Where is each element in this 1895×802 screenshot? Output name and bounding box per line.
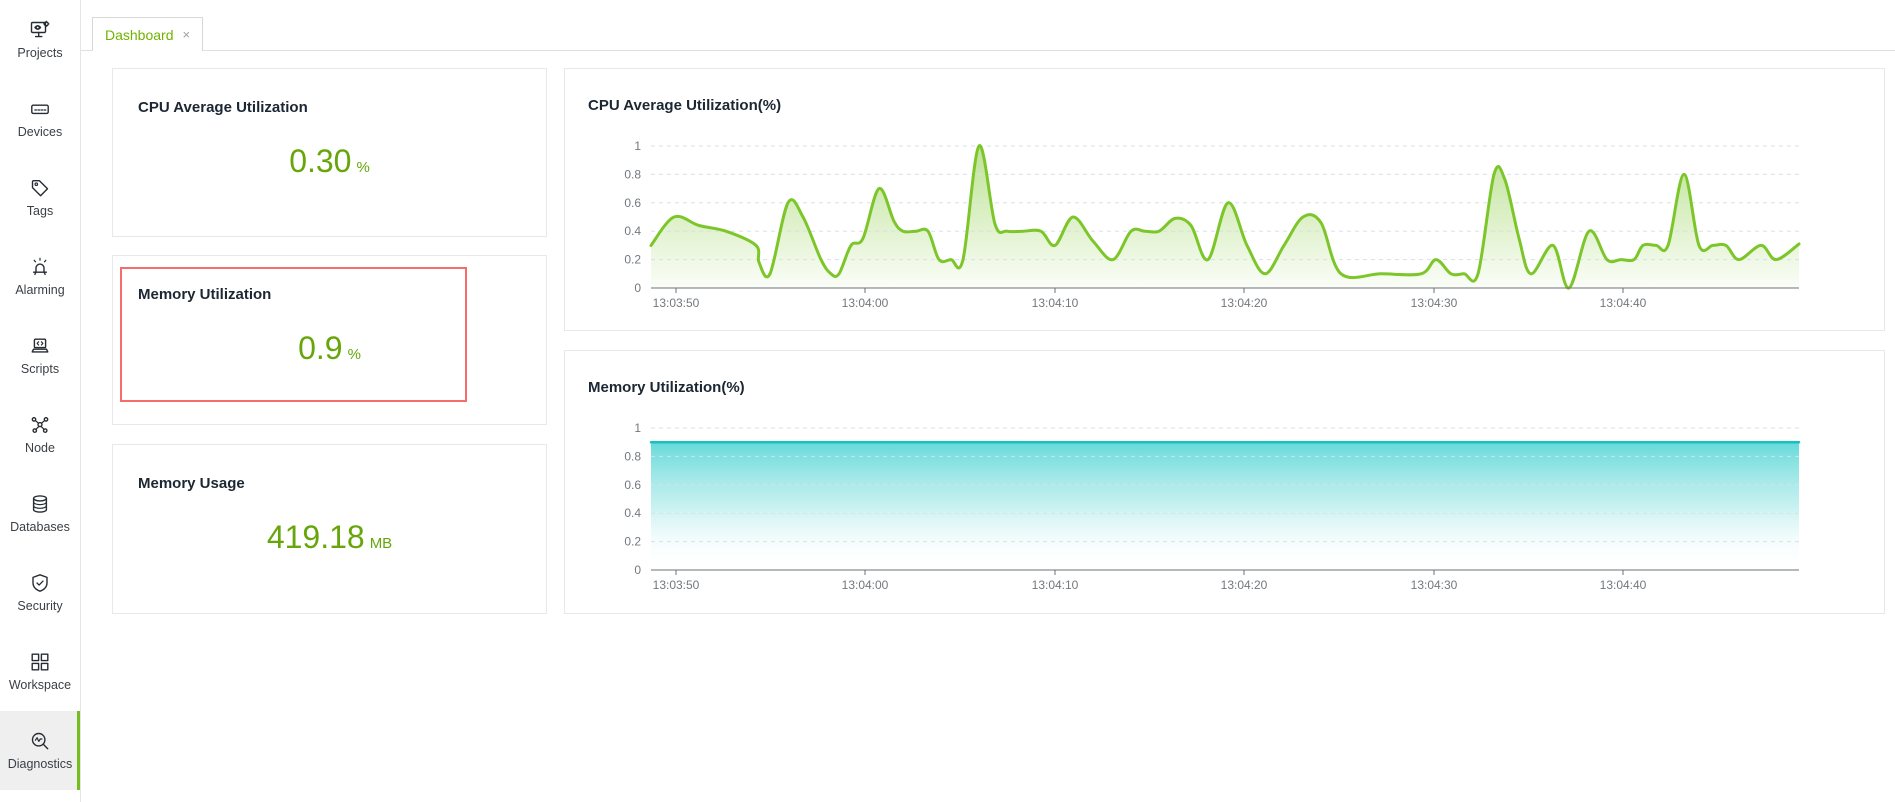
x-tick-label: 13:04:40 — [1600, 296, 1647, 310]
x-tick-label: 13:03:50 — [653, 578, 700, 592]
active-indicator-bar — [77, 711, 80, 790]
series-line — [649, 144, 1801, 290]
diagnostics-icon — [29, 730, 51, 752]
memory-utilization-chart-card: Memory Utilization(%) 0 0.2 0.4 0.6 0.8 1 13:0… — [564, 350, 1885, 614]
workspace-icon — [29, 651, 51, 673]
y-tick-label: 0 — [634, 281, 641, 295]
x-tick-label: 13:04:20 — [1221, 578, 1268, 592]
cpu-utilization-chart: 0 0.2 0.4 0.6 0.8 1 13:03:50 13:04:00 13:04:10 13… — [624, 139, 1801, 310]
stat-card-value: 419.18 — [266, 519, 365, 555]
stat-card-cpu-average-utilization[interactable]: CPU Average Utilization 0.30% — [112, 68, 547, 237]
y-tick-label: 1 — [634, 421, 641, 435]
sidebar-item-label: Databases — [10, 520, 70, 534]
y-tick-label: 0.2 — [624, 253, 641, 267]
stat-card-title: Memory Utilization — [138, 286, 272, 303]
sidebar-item-label: Diagnostics — [7, 757, 73, 771]
x-tick-label: 13:04:20 — [1221, 296, 1268, 310]
scripts-icon — [29, 335, 51, 357]
y-tick-label: 1 — [634, 139, 641, 153]
x-tick-label: 13:03:50 — [653, 296, 700, 310]
y-tick-label: 0.6 — [624, 196, 641, 210]
sidebar: Projects Devices Tags Alarming Scripts Node Da… — [0, 0, 81, 802]
sidebar-item-label: Workspace — [8, 678, 72, 692]
x-tick-label: 13:04:00 — [842, 296, 889, 310]
devices-icon — [29, 98, 51, 120]
sidebar-item-workspace[interactable]: Workspace — [0, 632, 80, 711]
y-tick-label: 0.8 — [624, 167, 641, 181]
sidebar-item-databases[interactable]: Databases — [0, 474, 80, 553]
x-tick-label: 13:04:40 — [1600, 578, 1647, 592]
sidebar-item-node[interactable]: Node — [0, 395, 80, 474]
stat-card-value: 0.30 — [289, 143, 352, 179]
x-tick-label: 13:04:10 — [1032, 578, 1079, 592]
area-fill — [651, 442, 1799, 570]
security-icon — [29, 572, 51, 594]
sidebar-item-alarming[interactable]: Alarming — [0, 237, 80, 316]
stat-card-value: 0.9 — [298, 330, 343, 366]
tab-dashboard-label: Dashboard — [105, 26, 174, 43]
tab-bar: Dashboard × — [80, 0, 1895, 51]
stat-card-unit: % — [356, 159, 370, 176]
sidebar-item-label: Scripts — [20, 362, 60, 376]
x-tick-label: 13:04:00 — [842, 578, 889, 592]
x-tick-label: 13:04:30 — [1411, 578, 1458, 592]
sidebar-item-security[interactable]: Security — [0, 553, 80, 632]
cpu-chart-title: CPU Average Utilization(%) — [588, 97, 782, 114]
y-tick-label: 0.2 — [624, 535, 641, 549]
stat-card-memory-utilization[interactable]: Memory Utilization 0.9% — [112, 255, 547, 425]
stat-card-title: Memory Usage — [138, 475, 245, 492]
projects-icon — [29, 19, 51, 41]
sidebar-item-scripts[interactable]: Scripts — [0, 316, 80, 395]
stat-card-value-row: 419.18 MB — [113, 519, 546, 556]
alarming-icon — [29, 256, 51, 278]
sidebar-item-label: Tags — [26, 204, 54, 218]
sidebar-item-label: Security — [17, 599, 63, 613]
sidebar-item-diagnostics[interactable]: Diagnostics — [0, 711, 80, 790]
area-fill — [651, 145, 1799, 289]
tags-icon — [29, 177, 51, 199]
memory-utilization-chart: 0 0.2 0.4 0.6 0.8 1 13:03:50 13:04:00 13:04:10 13… — [624, 421, 1801, 592]
y-tick-label: 0 — [634, 563, 641, 577]
databases-icon — [29, 493, 51, 515]
stat-card-memory-usage[interactable]: Memory Usage 419.18 MB — [112, 444, 547, 614]
node-icon — [29, 414, 51, 436]
sidebar-item-label: Node — [25, 441, 55, 455]
sidebar-item-label: Alarming — [15, 283, 65, 297]
cpu-utilization-chart-card: CPU Average Utilization(%) 0 0.2 0.4 0.6 0.8… — [564, 68, 1885, 331]
y-tick-label: 0.6 — [624, 478, 641, 492]
y-tick-label: 0.4 — [624, 224, 641, 238]
sidebar-item-tags[interactable]: Tags — [0, 158, 80, 237]
stat-card-unit: MB — [369, 535, 393, 552]
y-tick-label: 0.4 — [624, 506, 641, 520]
stat-card-title: CPU Average Utilization — [138, 99, 308, 116]
sidebar-item-devices[interactable]: Devices — [0, 79, 80, 158]
stat-card-unit: % — [347, 346, 361, 363]
memory-chart-title: Memory Utilization(%) — [588, 379, 745, 396]
sidebar-item-label: Projects — [17, 46, 63, 60]
x-tick-label: 13:04:10 — [1032, 296, 1079, 310]
stat-card-value-row: 0.9% — [113, 330, 546, 367]
sidebar-item-projects[interactable]: Projects — [0, 0, 80, 79]
sidebar-item-label: Devices — [17, 125, 63, 139]
y-tick-label: 0.8 — [624, 449, 641, 463]
x-tick-label: 13:04:30 — [1411, 296, 1458, 310]
tab-close-icon[interactable]: × — [182, 27, 191, 42]
stat-card-column: CPU Average Utilization 0.30% Memory Utili… — [112, 68, 547, 614]
stat-card-value-row: 0.30% — [113, 143, 546, 180]
tab-dashboard[interactable]: Dashboard × — [92, 17, 204, 51]
